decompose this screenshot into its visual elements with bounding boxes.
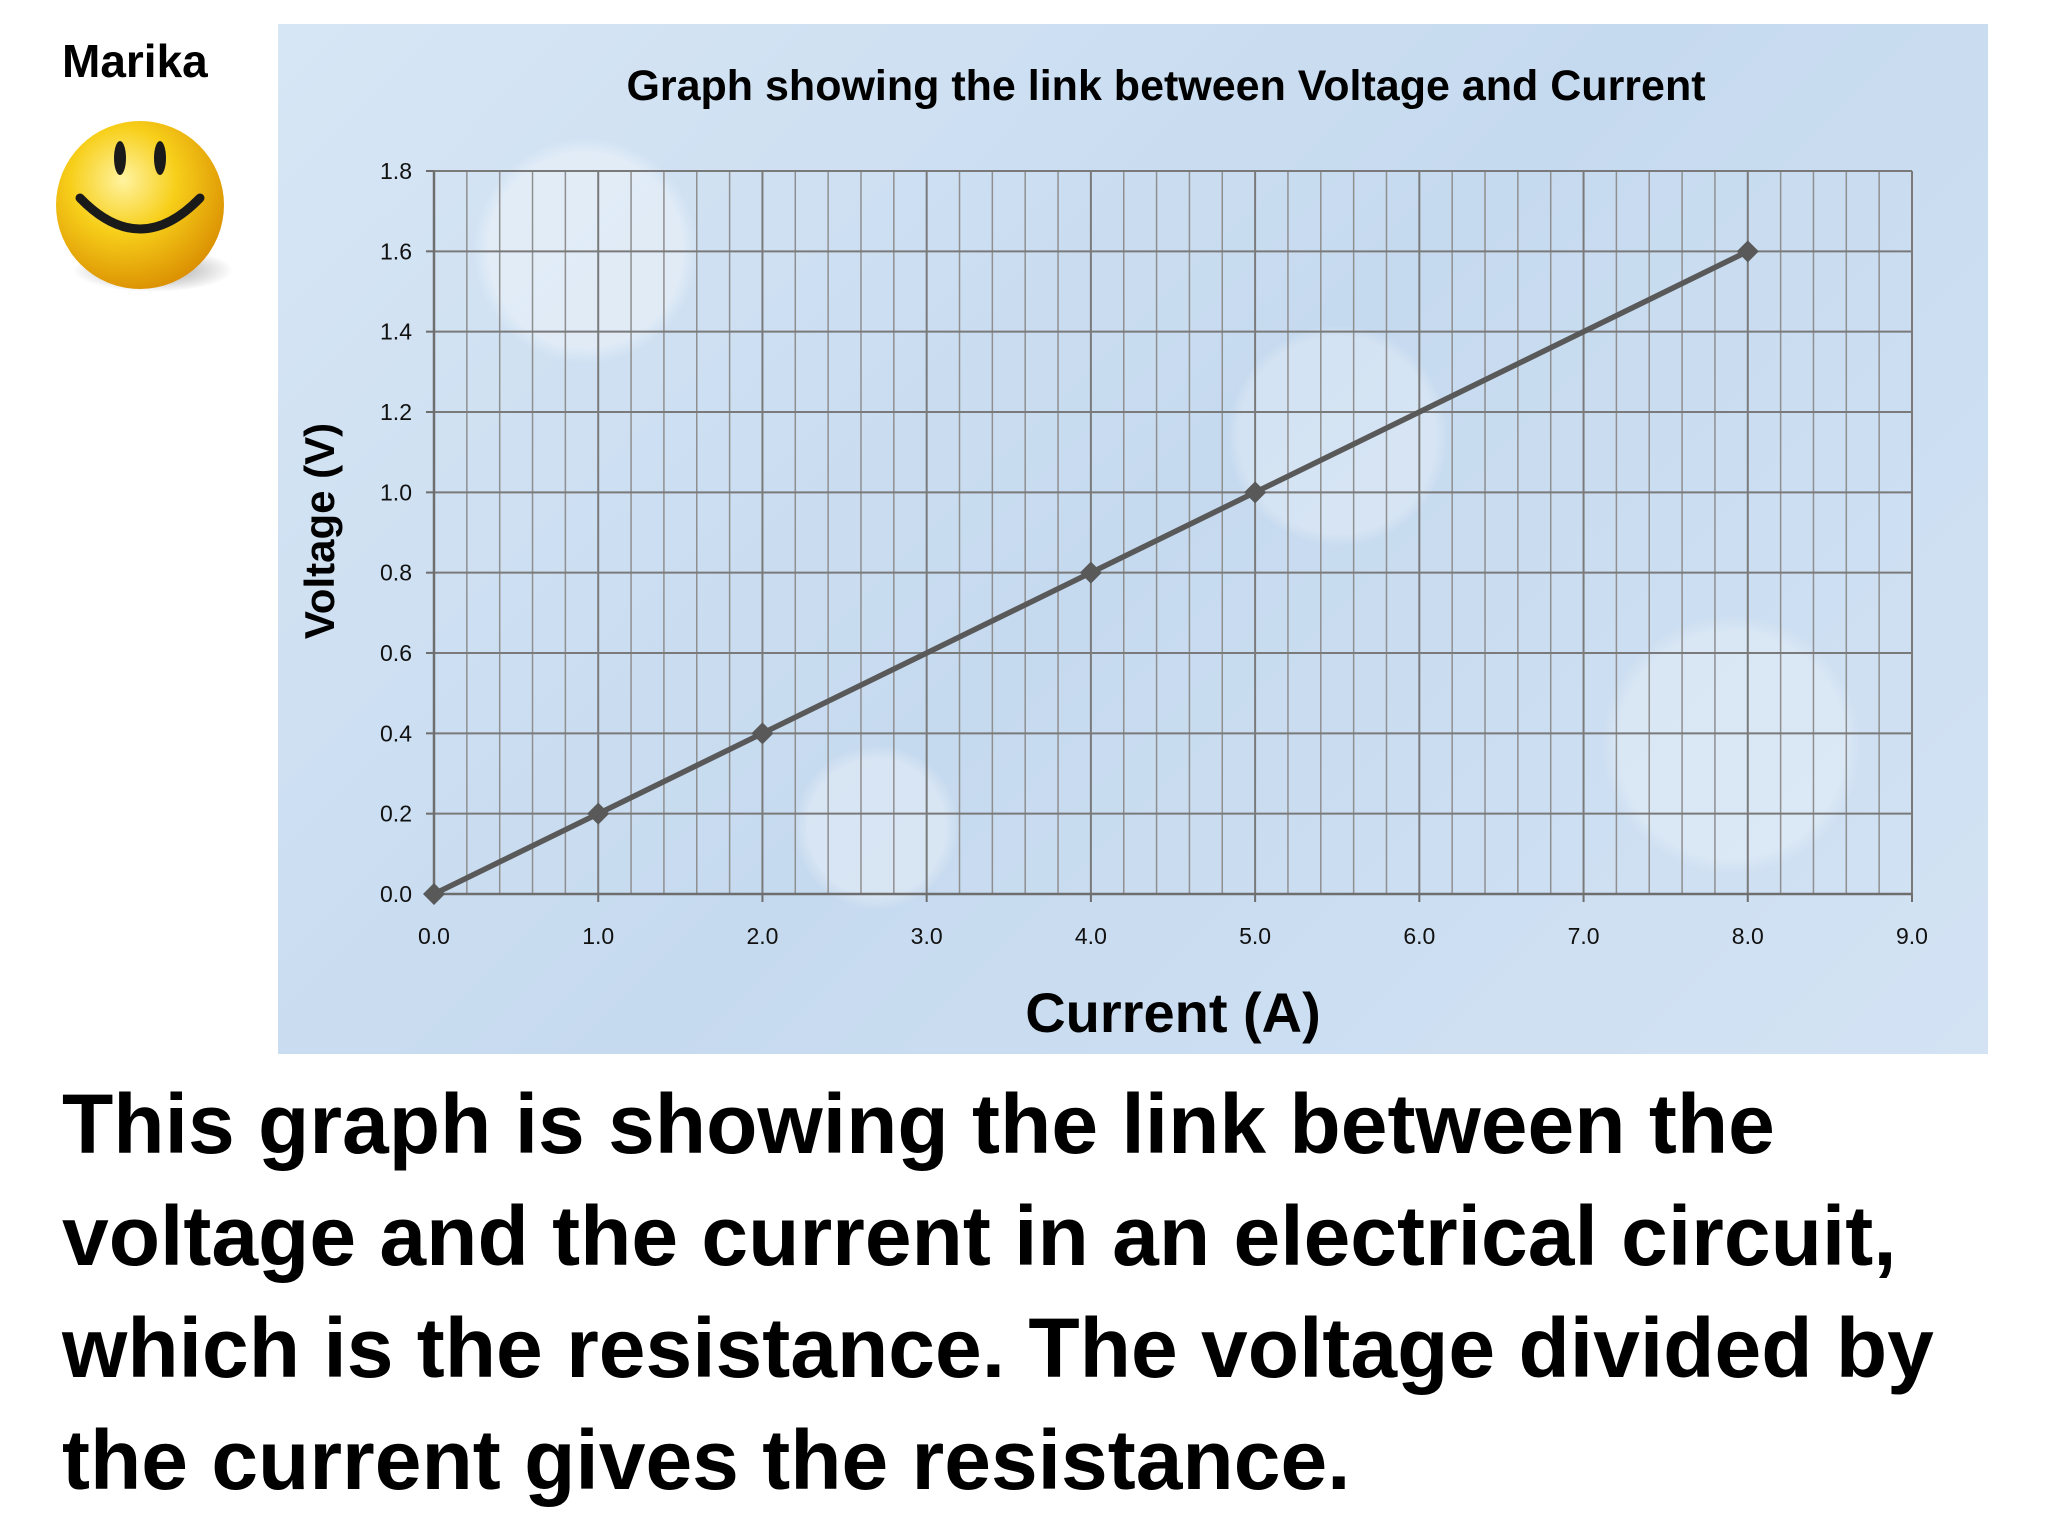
y-axis-label: Voltage (V)	[296, 423, 343, 639]
chart-title: Graph showing the link between Voltage a…	[626, 62, 1705, 110]
y-tick-label: 1.4	[380, 319, 412, 345]
smiley-face-icon	[56, 121, 233, 292]
data-series	[423, 240, 1759, 905]
y-tick-label: 0.2	[380, 801, 412, 827]
grid-lines	[434, 170, 1913, 894]
x-tick-label: 8.0	[1732, 923, 1764, 949]
data-point	[1736, 240, 1759, 263]
data-point	[751, 722, 774, 745]
data-point	[1244, 481, 1267, 504]
y-tick-label: 1.0	[380, 479, 412, 505]
chart-panel: Graph showing the link between Voltage a…	[278, 24, 1988, 1054]
y-tick-label: 0.8	[380, 560, 412, 586]
y-tick-label: 1.8	[380, 158, 412, 184]
author-name: Marika	[62, 35, 208, 87]
data-point	[423, 883, 445, 905]
y-tick-label: 1.6	[380, 238, 412, 264]
x-tick-label: 5.0	[1239, 923, 1271, 949]
x-tick-label: 2.0	[746, 923, 778, 949]
x-tick-label: 1.0	[582, 923, 614, 949]
x-axis-label: Current (A)	[1025, 981, 1321, 1044]
description-text: This graph is showing the link between t…	[62, 1077, 1934, 1507]
x-tick-label: 9.0	[1896, 923, 1928, 949]
y-tick-label: 1.2	[380, 399, 412, 425]
x-tick-label: 0.0	[418, 923, 450, 949]
y-tick-label: 0.6	[380, 640, 412, 666]
data-point	[1079, 561, 1102, 584]
tick-labels: 0.0 0.2 0.4 0.6 0.8 1.0 1.2 1.4 1.6 1.8 0.0 1.0 2.0 3…	[380, 158, 1928, 949]
y-tick-label: 0.4	[380, 720, 412, 746]
x-tick-label: 6.0	[1403, 923, 1435, 949]
x-tick-label: 4.0	[1075, 923, 1107, 949]
data-point	[587, 802, 610, 825]
voltage-current-chart: Graph showing the link between Voltage a…	[296, 62, 1928, 1044]
series-line	[432, 248, 1749, 897]
x-tick-label: 3.0	[911, 923, 943, 949]
y-tick-label: 0.0	[380, 881, 412, 907]
x-tick-label: 7.0	[1568, 923, 1600, 949]
